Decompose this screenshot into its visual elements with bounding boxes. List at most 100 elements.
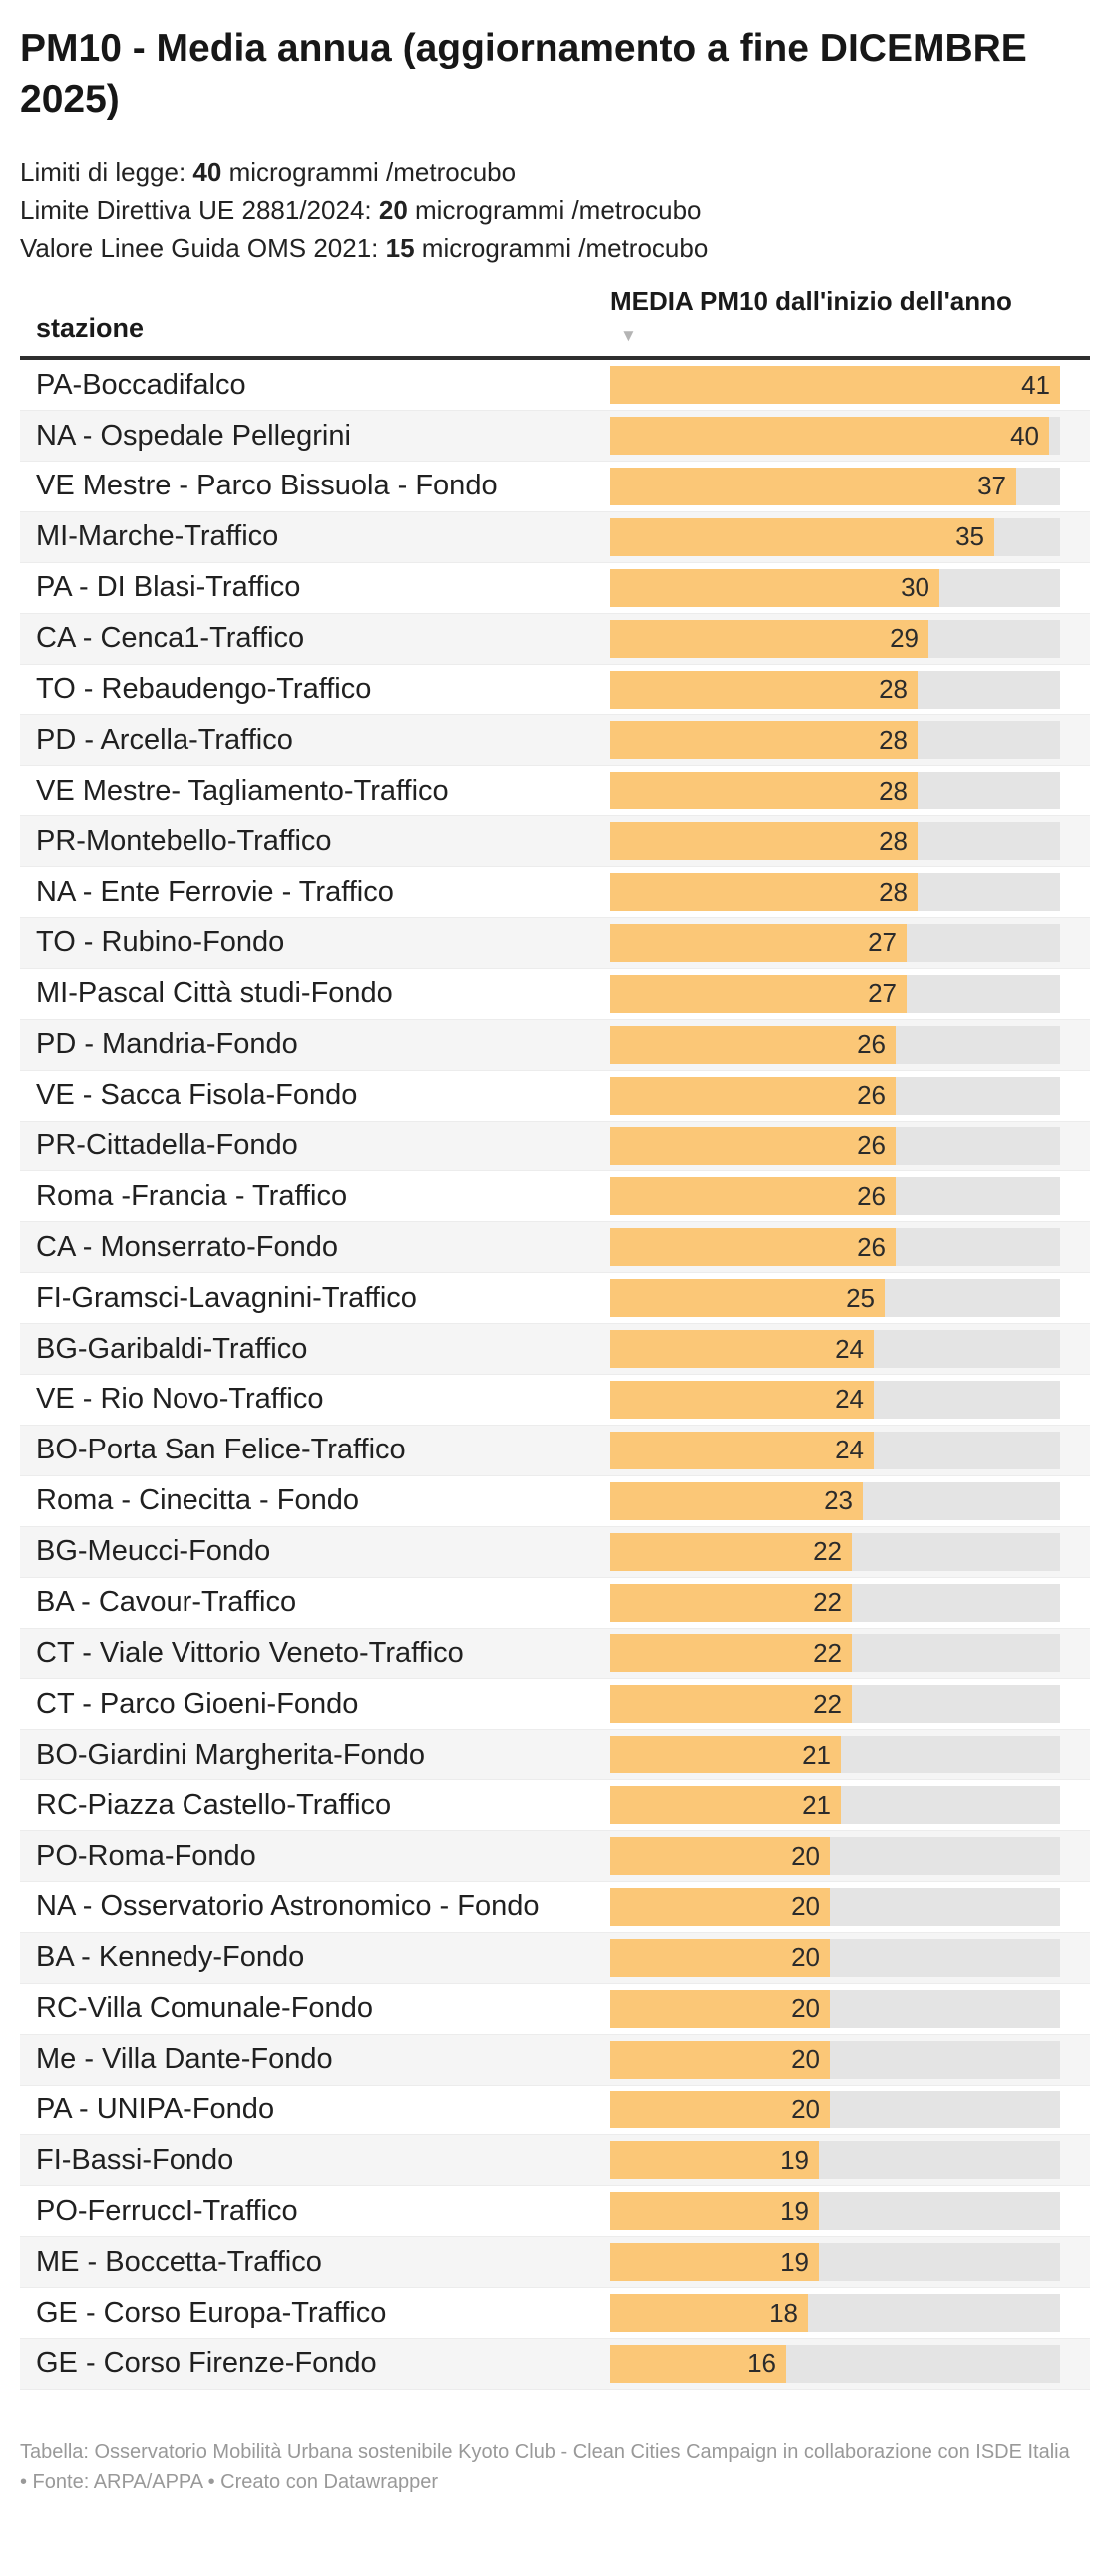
station-label: PA - DI Blasi-Traffico <box>36 571 301 604</box>
bar-cell: 26 <box>610 1228 1090 1267</box>
bar-track: 28 <box>610 670 1060 709</box>
bar-value: 28 <box>879 876 908 907</box>
bar-value: 28 <box>879 724 908 755</box>
bar-track: 27 <box>610 974 1060 1013</box>
bar-track: 27 <box>610 923 1060 962</box>
station-label: PA-Boccadifalco <box>36 368 246 401</box>
bar-value: 20 <box>791 1840 820 1871</box>
bar-fill: 35 <box>610 517 994 556</box>
column-header-station[interactable]: stazione <box>36 313 145 344</box>
station-label: BA - Kennedy-Fondo <box>36 1941 305 1974</box>
bar-value: 24 <box>835 1384 864 1415</box>
bar-value: 21 <box>802 1739 831 1770</box>
bar-value: 20 <box>791 2044 820 2075</box>
bar-cell: 20 <box>610 2040 1090 2079</box>
bar-fill: 20 <box>610 1887 830 1926</box>
bar-cell: 20 <box>610 1989 1090 2028</box>
bar-cell: 28 <box>610 772 1090 810</box>
bar-fill: 19 <box>610 2243 819 2282</box>
bar-track: 35 <box>610 517 1060 556</box>
table-row: PD - Mandria-Fondo 26 <box>20 1019 1090 1071</box>
limit-value: 15 <box>385 233 415 264</box>
table-row: CA - Monserrato-Fondo 26 <box>20 1222 1090 1274</box>
table-row: PR-Montebello-Traffico 28 <box>20 816 1090 868</box>
bar-value: 20 <box>791 2093 820 2124</box>
bar-value: 19 <box>780 2144 809 2175</box>
bar-fill: 16 <box>610 2344 786 2383</box>
table-row: TO - Rubino-Fondo 27 <box>20 918 1090 969</box>
station-label: BG-Garibaldi-Traffico <box>36 1332 308 1365</box>
bar-cell: 41 <box>610 366 1090 405</box>
bar-cell: 19 <box>610 2243 1090 2282</box>
bar-value: 22 <box>813 1587 842 1618</box>
bar-track: 22 <box>610 1583 1060 1622</box>
bar-value: 22 <box>813 1637 842 1668</box>
table-row: BG-Garibaldi-Traffico 24 <box>20 1324 1090 1376</box>
bar-fill: 27 <box>610 923 907 962</box>
station-label: ME - Boccetta-Traffico <box>36 2245 322 2278</box>
station-label: PR-Montebello-Traffico <box>36 824 332 857</box>
station-label: Roma -Francia - Traffico <box>36 1179 348 1212</box>
station-label: CT - Viale Vittorio Veneto-Traffico <box>36 1636 464 1669</box>
bar-fill: 26 <box>610 1228 896 1267</box>
table-row: NA - Osservatorio Astronomico - Fondo 20 <box>20 1881 1090 1933</box>
bar-fill: 28 <box>610 822 918 861</box>
bar-track: 28 <box>610 772 1060 810</box>
station-label: BG-Meucci-Fondo <box>36 1535 271 1568</box>
description-line-oms: Valore Linee Guida OMS 2021: 15 microgra… <box>20 230 1090 268</box>
description-text: microgrammi /metrocubo <box>414 233 709 264</box>
station-label: MI-Marche-Traffico <box>36 520 279 553</box>
bar-track: 19 <box>610 2243 1060 2282</box>
station-label: Roma - Cinecitta - Fondo <box>36 1484 359 1517</box>
bar-value: 22 <box>813 1688 842 1719</box>
bar-fill: 26 <box>610 1127 896 1165</box>
bar-track: 19 <box>610 2192 1060 2231</box>
station-label: GE - Corso Firenze-Fondo <box>36 2347 377 2380</box>
table-row: PO-FerruccI-Traffico 19 <box>20 2186 1090 2238</box>
bar-fill: 21 <box>610 1736 841 1774</box>
bar-cell: 23 <box>610 1481 1090 1520</box>
bar-value: 19 <box>780 2246 809 2277</box>
table-row: Me - Villa Dante-Fondo 20 <box>20 2034 1090 2086</box>
station-label: MI-Pascal Città studi-Fondo <box>36 977 393 1010</box>
station-label: NA - Ente Ferrovie - Traffico <box>36 875 394 908</box>
bar-fill: 20 <box>610 2091 830 2129</box>
bar-track: 26 <box>610 1228 1060 1267</box>
table-row: PA - UNIPA-Fondo 20 <box>20 2085 1090 2136</box>
station-label: CA - Cenca1-Traffico <box>36 622 305 655</box>
table-row: BA - Kennedy-Fondo 20 <box>20 1932 1090 1984</box>
bar-fill: 22 <box>610 1634 852 1673</box>
bar-value: 22 <box>813 1536 842 1567</box>
bar-track: 21 <box>610 1786 1060 1825</box>
bar-fill: 20 <box>610 2040 830 2079</box>
station-label: PR-Cittadella-Fondo <box>36 1129 298 1162</box>
bar-fill: 22 <box>610 1583 852 1622</box>
table-row: BA - Cavour-Traffico 22 <box>20 1577 1090 1629</box>
bar-value: 35 <box>955 521 984 552</box>
bar-cell: 28 <box>610 670 1090 709</box>
bar-track: 26 <box>610 1025 1060 1064</box>
bar-cell: 22 <box>610 1685 1090 1724</box>
sort-descending-icon[interactable]: ▼ <box>620 326 637 346</box>
description-text: Limiti di legge: <box>20 158 193 188</box>
bar-cell: 22 <box>610 1634 1090 1673</box>
column-header-value[interactable]: MEDIA PM10 dall'inizio dell'anno ▼ <box>610 286 1090 346</box>
station-label: BO-Giardini Margherita-Fondo <box>36 1738 426 1771</box>
station-label: PO-Roma-Fondo <box>36 1839 256 1872</box>
table-row: MI-Pascal Città studi-Fondo 27 <box>20 968 1090 1020</box>
bar-value: 26 <box>857 1029 886 1060</box>
bar-track: 22 <box>610 1634 1060 1673</box>
table-row: CA - Cenca1-Traffico 29 <box>20 613 1090 665</box>
bar-track: 41 <box>610 366 1060 405</box>
table-row: PA - DI Blasi-Traffico 30 <box>20 562 1090 614</box>
bar-track: 21 <box>610 1736 1060 1774</box>
bar-fill: 26 <box>610 1076 896 1115</box>
bar-value: 27 <box>868 927 897 958</box>
column-header-value-label: MEDIA PM10 dall'inizio dell'anno <box>610 286 1012 317</box>
bar-track: 40 <box>610 417 1060 456</box>
bar-cell: 24 <box>610 1431 1090 1469</box>
bar-cell: 26 <box>610 1076 1090 1115</box>
bar-fill: 41 <box>610 366 1060 405</box>
bar-cell: 28 <box>610 721 1090 760</box>
bar-fill: 40 <box>610 417 1049 456</box>
